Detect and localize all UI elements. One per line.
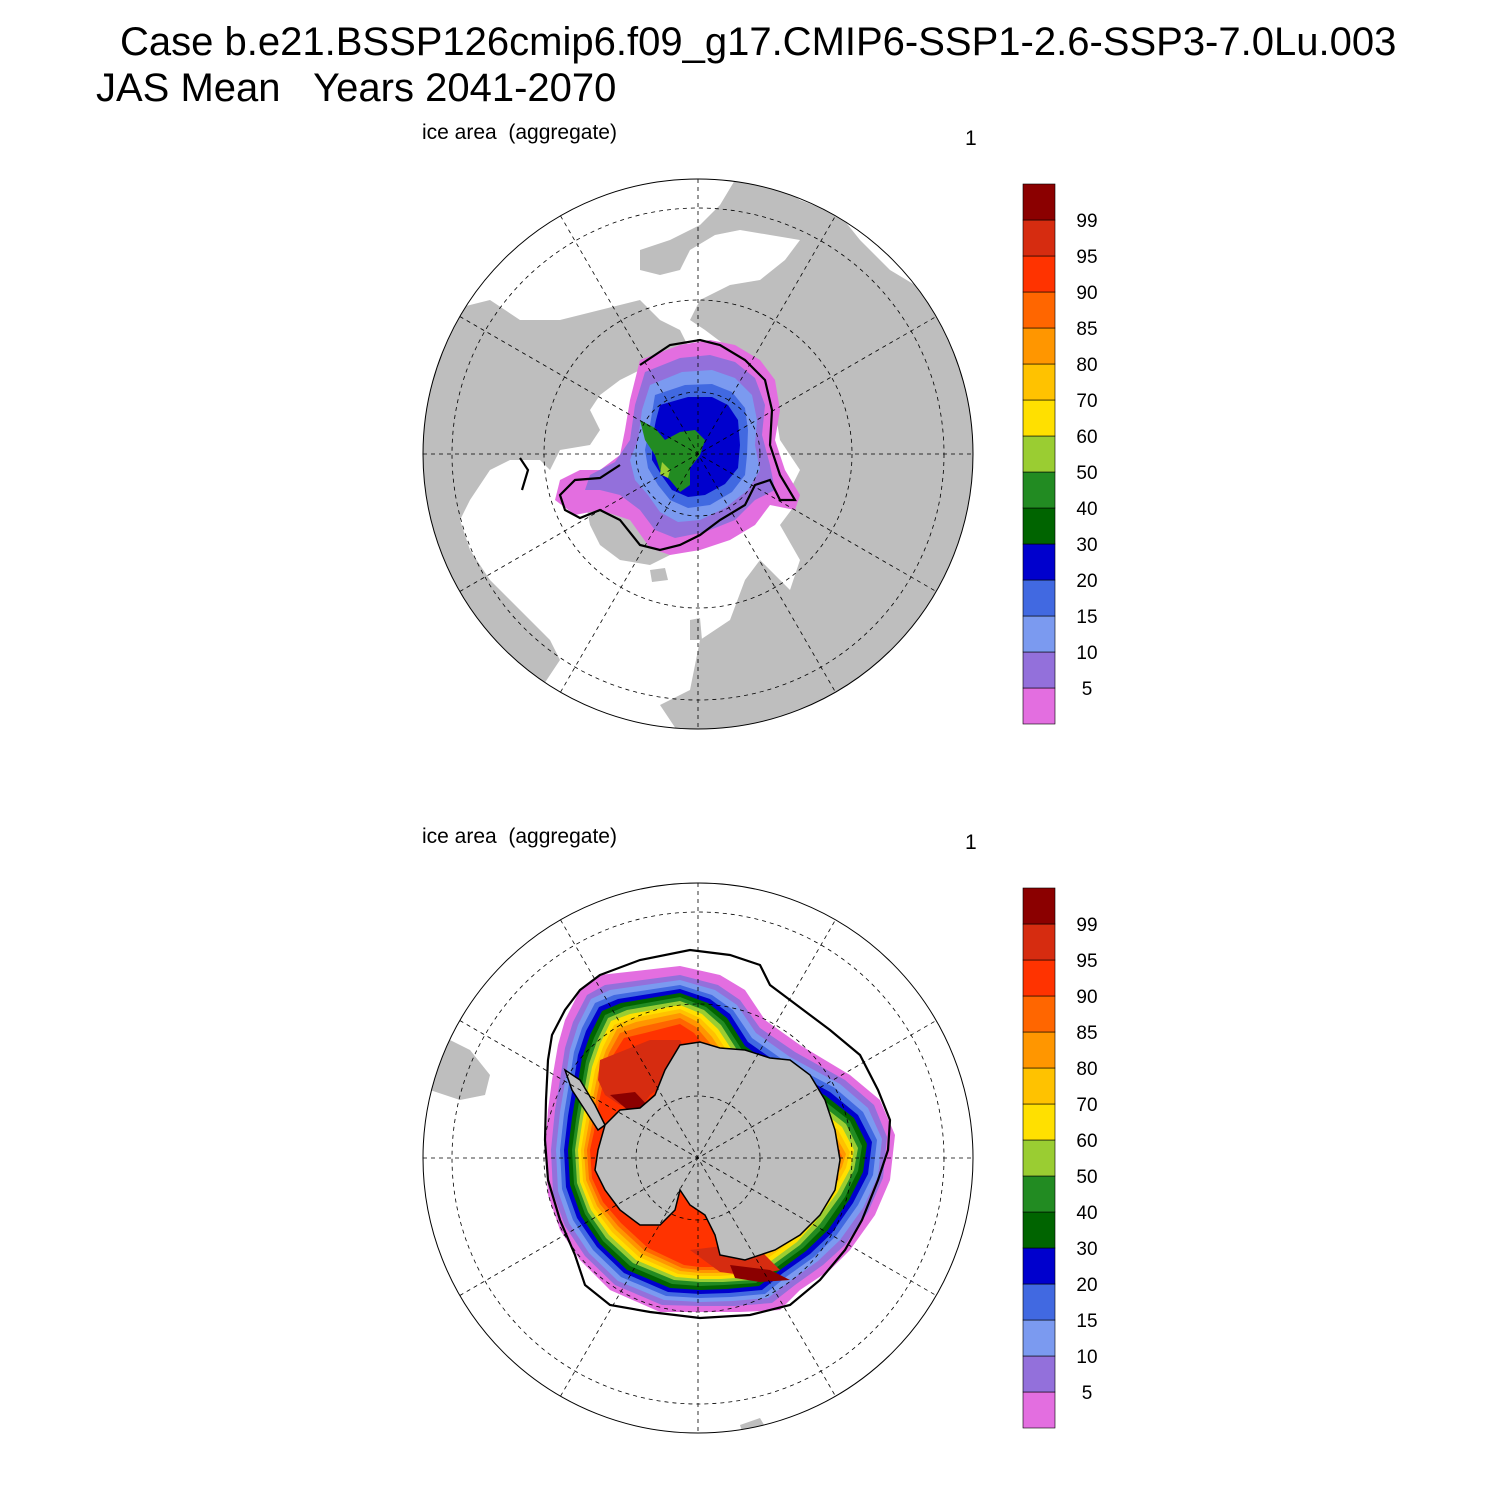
colorbar-tick-label: 50 (1076, 463, 1097, 484)
colorbar-swatch (1022, 219, 1056, 257)
colorbar-swatch (1022, 1319, 1056, 1357)
colorbar-tick-label: 60 (1076, 427, 1097, 448)
antarctic-ice-99 (598, 1040, 840, 1276)
arctic-sea-ice (555, 340, 800, 555)
arctic-ice-50 (660, 462, 670, 478)
colorbar-swatch (1022, 995, 1056, 1033)
colorbar-swatch (1022, 651, 1056, 689)
antarctic-panel-label: ice area (aggregate) (422, 825, 617, 848)
arctic-graticule (423, 179, 973, 729)
colorbar-tick-label: 30 (1076, 1239, 1097, 1260)
arctic-panel-label: ice area (aggregate) (422, 121, 617, 144)
colorbar-swatch (1022, 1391, 1056, 1429)
colorbar-tick-label: 15 (1076, 607, 1097, 628)
colorbar-tick-label: 70 (1076, 391, 1097, 412)
colorbar-swatch (1022, 687, 1056, 725)
colorbar-tick-label: 5 (1082, 1383, 1093, 1404)
colorbar-swatch (1022, 1247, 1056, 1285)
colorbar-swatch (1022, 1103, 1056, 1141)
colorbar-swatch (1022, 923, 1056, 961)
colorbar-tick-label: 5 (1082, 679, 1093, 700)
colorbar-swatch (1022, 327, 1056, 365)
colorbar-swatch (1022, 579, 1056, 617)
antarctic-map-border (422, 882, 974, 1434)
colorbar-swatch (1022, 1139, 1056, 1177)
colorbar-tick-label: 99 (1076, 211, 1097, 232)
colorbar-swatch (1022, 1031, 1056, 1069)
colorbar-swatch (1022, 1175, 1056, 1213)
antarctic-map (422, 882, 974, 1434)
colorbar-tick-label: 85 (1076, 319, 1097, 340)
arctic-coastal-contour (519, 457, 530, 491)
colorbar-tick-label: 70 (1076, 1095, 1097, 1116)
colorbar-tick-label: 80 (1076, 1059, 1097, 1080)
colorbar-tick-label: 90 (1076, 987, 1097, 1008)
colorbar-tick-label: 90 (1076, 283, 1097, 304)
colorbar-tick-label: 85 (1076, 1023, 1097, 1044)
colorbar-tick-label: 15 (1076, 1311, 1097, 1332)
antarctic-graticule (423, 883, 973, 1433)
colorbar-tick-label: 40 (1076, 1203, 1097, 1224)
colorbar-swatch (1022, 507, 1056, 545)
colorbar-tick-label: 40 (1076, 499, 1097, 520)
colorbar-swatch (1022, 959, 1056, 997)
colorbar-tick-label: 30 (1076, 535, 1097, 556)
colorbar-tick-label: 50 (1076, 1167, 1097, 1188)
colorbar-swatch (1022, 543, 1056, 581)
colorbar-tick-label: 20 (1076, 1275, 1097, 1296)
colorbar-tick-label: 80 (1076, 355, 1097, 376)
colorbar-tick-label: 99 (1076, 915, 1097, 936)
arctic-map-border (422, 178, 974, 730)
colorbar-swatch (1022, 183, 1056, 221)
colorbar-tick-label: 95 (1076, 951, 1097, 972)
colorbar-tick-label: 10 (1076, 1347, 1097, 1368)
colorbar-tick-label: 20 (1076, 571, 1097, 592)
figure-title-line-2: JAS Mean Years 2041-2070 (96, 66, 617, 110)
antarctic-colorbar: 99 95 90 85 80 70 60 50 40 30 20 15 10 5 (1022, 887, 1098, 1429)
colorbar-swatch (1022, 1211, 1056, 1249)
arctic-map (422, 178, 974, 730)
colorbar-swatch (1022, 399, 1056, 437)
colorbar-swatch (1022, 363, 1056, 401)
colorbar-swatch (1022, 1067, 1056, 1105)
colorbar-swatch (1022, 435, 1056, 473)
colorbar-swatch (1022, 1283, 1056, 1321)
colorbar-tick-label: 60 (1076, 1131, 1097, 1152)
arctic-panel-right-label: 1 (965, 127, 977, 150)
colorbar-swatch (1022, 1355, 1056, 1393)
figure-title-line-1: Case b.e21.BSSP126cmip6.f09_g17.CMIP6-SS… (120, 20, 1397, 64)
colorbar-swatch (1022, 291, 1056, 329)
colorbar-tick-label: 10 (1076, 643, 1097, 664)
colorbar-swatch (1022, 255, 1056, 293)
colorbar-swatch (1022, 471, 1056, 509)
antarctic-ice-edge-contour (543, 948, 892, 1320)
arctic-colorbar: 99 95 90 85 80 70 60 50 40 30 20 15 10 5 (1022, 183, 1098, 725)
colorbar-swatch (1022, 615, 1056, 653)
arctic-ice-edge-contour (558, 338, 797, 552)
antarctic-panel-right-label: 1 (965, 831, 977, 854)
colorbar-swatch (1022, 887, 1056, 925)
colorbar-tick-label: 95 (1076, 247, 1097, 268)
